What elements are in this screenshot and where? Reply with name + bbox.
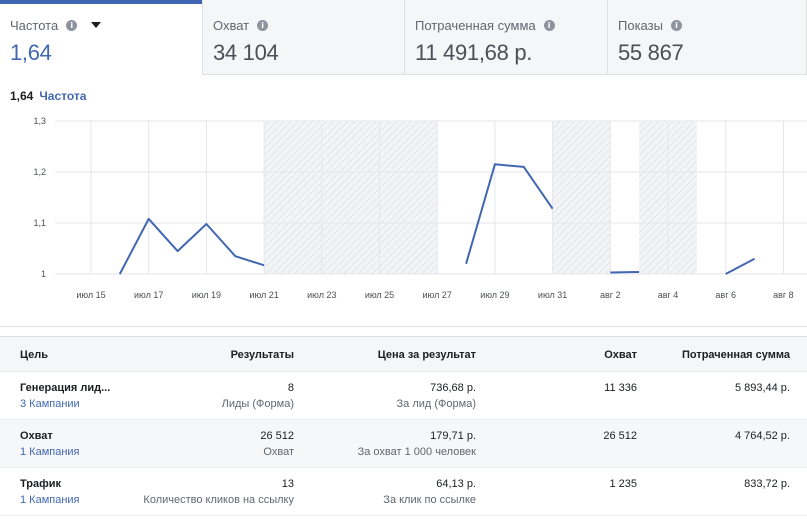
- results-type: Лиды (Форма): [221, 398, 294, 410]
- results-value: 13: [281, 478, 294, 490]
- x-tick-label: авг 4: [658, 290, 679, 300]
- tab-impressions[interactable]: Показы i 55 867: [608, 0, 807, 75]
- y-tick-label: 1,1: [33, 218, 46, 228]
- chart-header-value: 1,64: [10, 89, 34, 103]
- chart-header-metric: Частота: [39, 89, 87, 103]
- spend-value: 4 764,52 р.: [734, 430, 790, 442]
- col-results[interactable]: Результаты: [230, 349, 294, 361]
- results-type: Количество кликов на ссылку: [143, 494, 294, 506]
- results-value: 8: [287, 382, 294, 394]
- series-line-segment: [725, 257, 756, 275]
- tab-frequency[interactable]: Частота i 1,64: [0, 0, 203, 75]
- goal-name: Генерация лид...: [20, 382, 111, 394]
- y-tick-label: 1,2: [33, 167, 46, 177]
- cost-per-result-type: За охват 1 000 человек: [357, 446, 476, 458]
- goal-name: Охват: [20, 430, 53, 442]
- x-tick-label: июл 27: [423, 290, 452, 300]
- active-tab-indicator: [0, 0, 202, 4]
- cost-per-result-value: 64,13 р.: [436, 478, 476, 490]
- info-icon[interactable]: i: [670, 19, 682, 31]
- series-line-segment: [465, 163, 554, 265]
- reach-value: 11 336: [604, 382, 637, 394]
- x-tick-label: июл 19: [192, 290, 221, 300]
- results-type: Охват: [263, 446, 294, 458]
- spend-value: 5 893,44 р.: [734, 382, 790, 394]
- table-row: Охват 1 Кампания 26 512 Охват 179,71 р. …: [0, 420, 807, 468]
- info-icon[interactable]: i: [543, 19, 555, 31]
- reach-value: 26 512: [603, 430, 637, 442]
- chart-header: 1,64 Частота: [10, 89, 86, 103]
- info-icon[interactable]: i: [66, 19, 78, 31]
- tab-label: Потраченная сумма: [415, 17, 536, 33]
- col-goal[interactable]: Цель: [20, 349, 49, 361]
- x-tick-label: июл 23: [307, 290, 336, 300]
- info-icon[interactable]: i: [257, 19, 269, 31]
- results-value: 26 512: [260, 430, 294, 442]
- x-tick-label: июл 31: [538, 290, 567, 300]
- y-tick-label: 1: [41, 269, 46, 279]
- x-tick-label: авг 6: [715, 290, 736, 300]
- no-data-range: [264, 121, 438, 274]
- frequency-line-chart: 1 1,1 1,2 1,3 июл 15 июл 17 июл 19 июл 21 июл 2…: [33, 116, 807, 300]
- table-header: Цель Результаты Цена за результат Охват …: [0, 336, 807, 372]
- x-tick-label: авг 2: [600, 290, 621, 300]
- table-row: Трафик 1 Кампания 13 Количество кликов н…: [0, 468, 807, 516]
- tab-value: 1,64: [10, 40, 52, 65]
- x-tick-label: июл 17: [134, 290, 163, 300]
- cost-per-result-type: За лид (Форма): [396, 398, 476, 410]
- col-amount-spent[interactable]: Потраченная сумма: [681, 349, 790, 361]
- table-row: Генерация лид... 3 Кампании 8 Лиды (Форм…: [0, 372, 807, 420]
- campaigns-link[interactable]: 3 Кампании: [20, 398, 80, 410]
- tab-value: 55 867: [618, 40, 684, 65]
- tab-value: 11 491,68 р.: [415, 40, 533, 65]
- tab-label: Показы: [618, 17, 663, 33]
- x-tick-label: авг 8: [773, 290, 794, 300]
- tab-label: Частота: [10, 17, 59, 33]
- divider: [0, 326, 807, 327]
- y-tick-label: 1,3: [33, 116, 46, 126]
- tab-reach[interactable]: Охват i 34 104: [203, 0, 405, 75]
- x-tick-label: июл 15: [76, 290, 105, 300]
- cost-per-result-type: За клик по ссылке: [383, 494, 476, 506]
- results-table: Цель Результаты Цена за результат Охват …: [0, 336, 807, 516]
- caret-down-icon[interactable]: [91, 22, 102, 28]
- cost-per-result-value: 179,71 р.: [430, 430, 476, 442]
- tab-label: Охват: [213, 17, 250, 33]
- series-line-segment: [610, 271, 640, 274]
- metric-tabs: Частота i 1,64 Охват i 34 104 Потраченна…: [0, 0, 807, 75]
- campaigns-link[interactable]: 1 Кампания: [20, 446, 80, 458]
- tab-value: 34 104: [213, 40, 279, 65]
- col-cost-per-result[interactable]: Цена за результат: [377, 349, 476, 361]
- spend-value: 833,72 р.: [744, 478, 790, 490]
- tab-amount-spent[interactable]: Потраченная сумма i 11 491,68 р.: [405, 0, 608, 75]
- campaigns-link[interactable]: 1 Кампания: [20, 494, 80, 506]
- reach-value: 1 235: [609, 478, 637, 490]
- series-line-segment: [118, 217, 265, 275]
- goal-name: Трафик: [20, 478, 62, 490]
- cost-per-result-value: 736,68 р.: [430, 382, 476, 394]
- no-data-range: [552, 121, 611, 274]
- x-tick-label: июл 21: [249, 290, 278, 300]
- x-tick-label: июл 25: [365, 290, 394, 300]
- col-reach[interactable]: Охват: [604, 349, 637, 361]
- x-tick-label: июл 29: [480, 290, 509, 300]
